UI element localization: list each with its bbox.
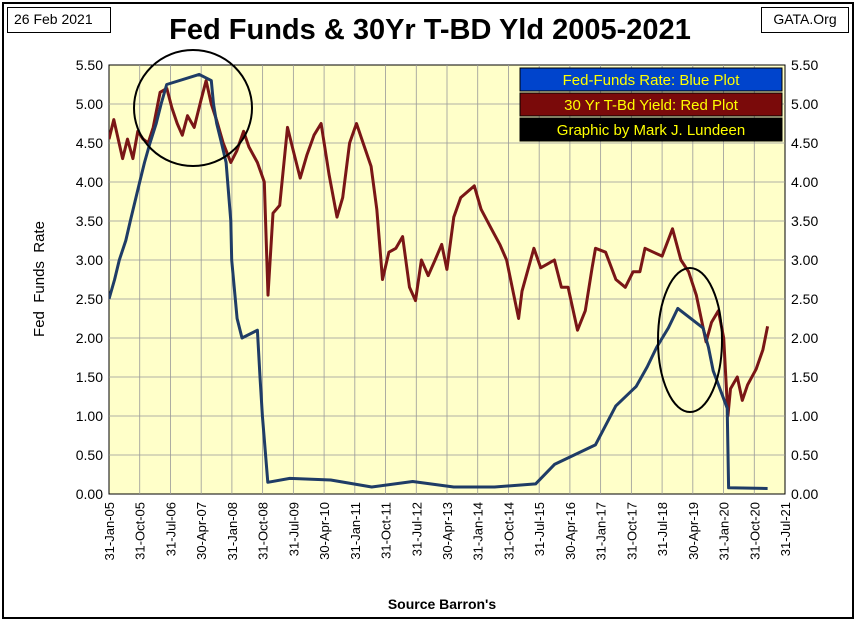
y-tick-label-left: 2.50 bbox=[76, 291, 103, 307]
y-tick-label-left: 5.00 bbox=[76, 96, 103, 112]
x-tick-label: 31-Jul-15 bbox=[532, 502, 547, 556]
annotation-circle-2007 bbox=[133, 49, 253, 167]
y-tick-label-right: 2.50 bbox=[791, 291, 818, 307]
y-tick-label-left: 0.50 bbox=[76, 447, 103, 463]
y-tick-label-right: 3.00 bbox=[791, 252, 818, 268]
x-tick-label: 31-Jan-05 bbox=[102, 502, 117, 561]
x-tick-label: 30-Apr-13 bbox=[440, 502, 455, 560]
chart-title: Fed Funds & 30Yr T-BD Yld 2005-2021 bbox=[169, 14, 691, 46]
x-tick-label: 30-Apr-19 bbox=[686, 502, 701, 560]
date-label: 26 Feb 2021 bbox=[7, 7, 111, 33]
y-tick-label-left: 2.00 bbox=[76, 330, 103, 346]
legend-credit-text: Graphic by Mark J. Lundeen bbox=[557, 122, 745, 139]
legend-t-bond-yield-text: 30 Yr T-Bd Yield: Red Plot bbox=[564, 97, 739, 114]
legend-fed-funds-text: Fed-Funds Rate: Blue Plot bbox=[563, 72, 741, 89]
x-tick-label: 30-Apr-10 bbox=[317, 502, 332, 560]
y-tick-label-left: 1.00 bbox=[76, 408, 103, 424]
y-tick-label-right: 5.50 bbox=[791, 57, 818, 73]
x-tick-label: 31-Jan-20 bbox=[717, 502, 732, 561]
y-tick-label-right: 5.00 bbox=[791, 96, 818, 112]
y-tick-label-left: 4.50 bbox=[76, 135, 103, 151]
y-tick-label-left: 1.50 bbox=[76, 369, 103, 385]
y-tick-label-right: 1.00 bbox=[791, 408, 818, 424]
t-bond-yield-line bbox=[109, 79, 770, 418]
x-tick-label: 31-Jul-18 bbox=[655, 502, 670, 556]
x-tick-label: 31-Oct-08 bbox=[256, 502, 271, 560]
x-tick-label: 31-Oct-05 bbox=[133, 502, 148, 560]
y-tick-label-left: 4.00 bbox=[76, 174, 103, 190]
x-tick-label: 31-Jul-09 bbox=[286, 502, 301, 556]
x-tick-label: 31-Jan-11 bbox=[348, 502, 363, 560]
y-tick-label-left: 5.50 bbox=[76, 57, 103, 73]
legend-fed-funds-box bbox=[519, 67, 783, 92]
y-tick-label-right: 0.00 bbox=[791, 486, 818, 502]
y-tick-label-right: 1.50 bbox=[791, 369, 818, 385]
brand-label: GATA.Org bbox=[761, 7, 849, 33]
x-tick-label: 30-Apr-07 bbox=[194, 502, 209, 560]
y-tick-label-right: 4.00 bbox=[791, 174, 818, 190]
x-tick-label: 31-Oct-17 bbox=[624, 502, 639, 560]
x-tick-label: 31-Oct-20 bbox=[747, 502, 762, 560]
legend-t-bond-yield-box bbox=[519, 92, 783, 117]
x-tick-label: 31-Oct-11 bbox=[379, 502, 394, 559]
annotation-circle-2019 bbox=[657, 267, 723, 413]
y-tick-label-right: 4.50 bbox=[791, 135, 818, 151]
x-tick-label: 31-Jul-06 bbox=[163, 502, 178, 556]
y-tick-label-right: 0.50 bbox=[791, 447, 818, 463]
x-tick-label: 31-Jul-21 bbox=[778, 502, 793, 556]
x-tick-label: 31-Jan-17 bbox=[594, 502, 609, 561]
y-tick-label-right: 3.50 bbox=[791, 213, 818, 229]
x-tick-label: 31-Jan-14 bbox=[471, 502, 486, 561]
x-tick-label: 31-Oct-14 bbox=[501, 502, 516, 560]
legend-credit-box bbox=[519, 117, 783, 142]
y-tick-label-left: 0.00 bbox=[76, 486, 103, 502]
y-tick-label-left: 3.50 bbox=[76, 213, 103, 229]
y-axis-label: Fed Funds Rate bbox=[31, 221, 48, 337]
x-tick-label: 31-Jul-12 bbox=[409, 502, 424, 556]
x-tick-label: 31-Jan-08 bbox=[225, 502, 240, 561]
x-axis-label: Source Barron's bbox=[388, 596, 497, 612]
x-tick-label: 30-Apr-16 bbox=[563, 502, 578, 560]
y-tick-label-right: 2.00 bbox=[791, 330, 818, 346]
y-tick-label-left: 3.00 bbox=[76, 252, 103, 268]
